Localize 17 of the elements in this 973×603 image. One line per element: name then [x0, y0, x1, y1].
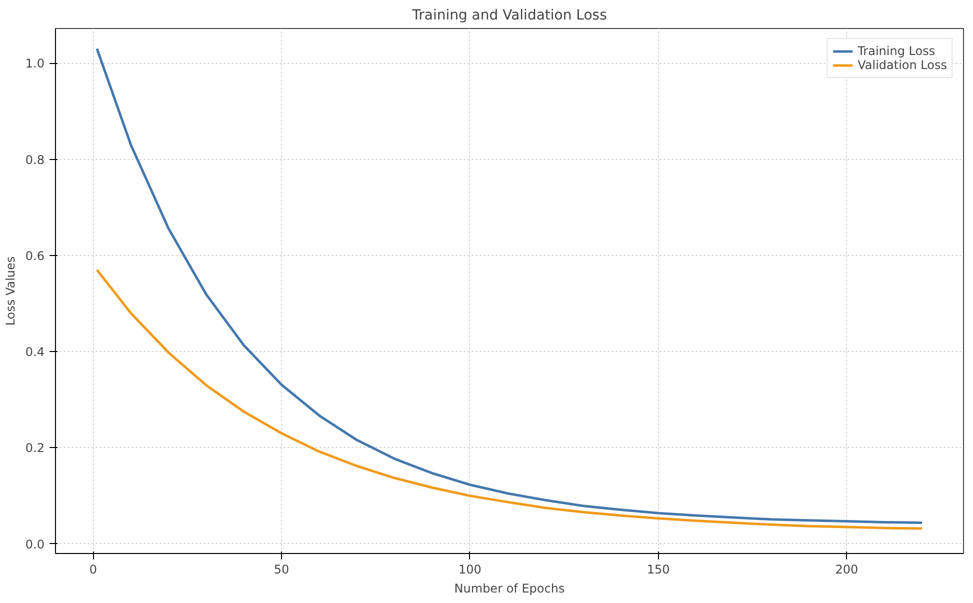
chart-title: Training and Validation Loss: [411, 8, 607, 24]
y-axis-title: Loss Values: [3, 256, 18, 326]
x-axis-title: Number of Epochs: [454, 582, 565, 596]
y-tick-label: 0.8: [25, 152, 45, 167]
x-tick-label: 50: [274, 562, 290, 576]
legend-label: Training Loss: [858, 44, 936, 58]
y-tick-label: 0.6: [25, 248, 45, 263]
x-tick-label: 200: [835, 562, 858, 576]
x-tick-label: 0: [89, 562, 97, 576]
line-series: [96, 268, 924, 530]
y-tick-label: 0.0: [25, 537, 45, 552]
x-tick-label: 150: [646, 562, 670, 576]
y-tick-label: 0.2: [25, 441, 45, 456]
y-tick-label: 0.4: [25, 345, 45, 360]
legend-label: Validation Loss: [858, 58, 947, 72]
y-tick-label: 1.0: [25, 56, 45, 71]
x-tick-label: 100: [458, 562, 482, 576]
